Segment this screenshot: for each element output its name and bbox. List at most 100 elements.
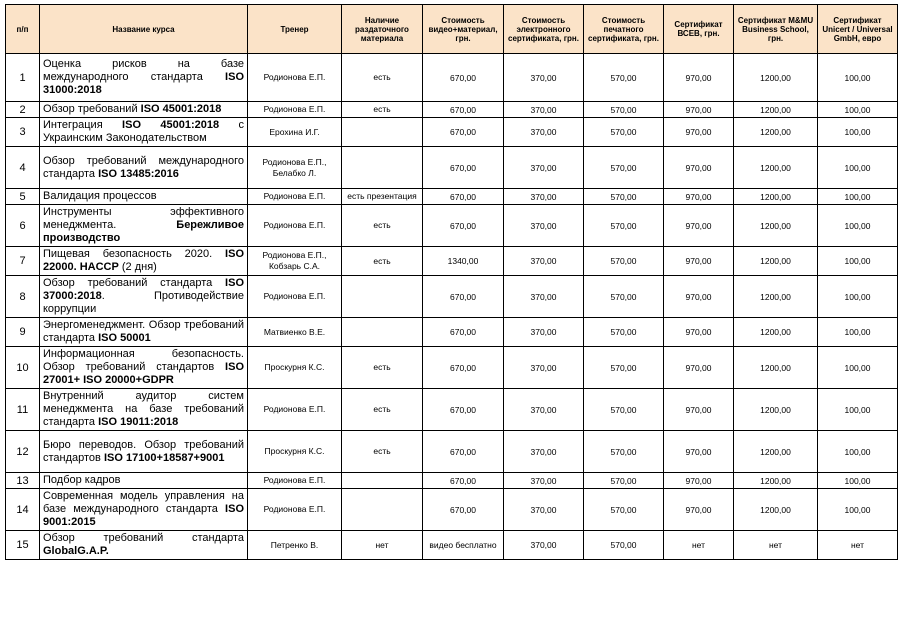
- trainer: Проскурня К.С.: [247, 346, 342, 389]
- video-price: видео бесплатно: [422, 530, 504, 560]
- header-mmu-cert: Сертификат M&MU Business School, грн.: [733, 4, 818, 54]
- unicert-cert-price: 100,00: [817, 204, 898, 247]
- course-name: Интеграция ISO 45001:2018 с Украинским З…: [39, 117, 248, 147]
- handout-material: [341, 488, 423, 531]
- pcert-price: 570,00: [583, 317, 664, 347]
- header-trainer: Тренер: [247, 4, 342, 54]
- unicert-cert-price: 100,00: [817, 53, 898, 102]
- table-row: 8 Обзор требований стандарта ISO 37000:20…: [5, 275, 898, 318]
- ecert-price: 370,00: [503, 430, 584, 473]
- course-name-part: . Противодействие коррупции: [43, 290, 244, 315]
- course-name-bold-part: ISO 45001:2018: [122, 119, 220, 131]
- course-name: Внутренний аудитор систем менеджмента на…: [39, 388, 248, 431]
- header-video-price: Стоимость видео+материал, грн.: [422, 4, 504, 54]
- pcert-price: 570,00: [583, 101, 664, 118]
- course-name-part: (2 дня): [118, 261, 157, 273]
- table-row: 5 Валидация процессов Родионова Е.П. есть п…: [5, 188, 898, 205]
- course-name: Пищевая безопасность 2020. ISO 22000. HA…: [39, 246, 248, 276]
- course-name: Валидация процессов: [39, 188, 248, 205]
- video-price: 670,00: [422, 204, 504, 247]
- video-price: 670,00: [422, 188, 504, 205]
- bceb-cert-price: 970,00: [663, 246, 734, 276]
- pcert-price: 570,00: [583, 117, 664, 147]
- course-name-part: Обзор требований международного стандарт…: [43, 154, 244, 180]
- course-name: Обзор требований международного стандарт…: [39, 146, 248, 189]
- handout-material: есть: [341, 53, 423, 102]
- video-price: 670,00: [422, 488, 504, 531]
- course-name-bold-part: ISO 31000:2018: [43, 71, 244, 96]
- trainer: Ерохина И.Г.: [247, 117, 342, 147]
- ecert-price: 370,00: [503, 204, 584, 247]
- bceb-cert-price: 970,00: [663, 488, 734, 531]
- handout-material: есть презентация: [341, 188, 423, 205]
- pcert-price: 570,00: [583, 530, 664, 560]
- table-row: 14 Современная модель управления на базе …: [5, 488, 898, 531]
- video-price: 1340,00: [422, 246, 504, 276]
- course-name: Инструменты эффективного менеджмента. Бе…: [39, 204, 248, 247]
- pcert-price: 570,00: [583, 346, 664, 389]
- ecert-price: 370,00: [503, 530, 584, 560]
- course-name-part: Внутренний аудитор систем менеджмента на…: [43, 390, 244, 428]
- course-name: Бюро переводов. Обзор требований стандар…: [39, 430, 248, 473]
- pcert-price: 570,00: [583, 246, 664, 276]
- video-price: 670,00: [422, 388, 504, 431]
- pcert-price: 570,00: [583, 146, 664, 189]
- course-name: Обзор требований стандарта GlobalG.A.P.: [39, 530, 248, 560]
- bceb-cert-price: 970,00: [663, 430, 734, 473]
- bceb-cert-price: 970,00: [663, 188, 734, 205]
- row-num: 4: [5, 146, 40, 189]
- handout-material: есть: [341, 430, 423, 473]
- course-name-bold-part: Бережливое производство: [43, 219, 244, 244]
- table-row: 4 Обзор требований международного стандар…: [5, 146, 898, 189]
- bceb-cert-price: 970,00: [663, 346, 734, 389]
- course-name-bold-part: ISO 17100+18587+9001: [103, 451, 225, 464]
- course-name-bold-part: ISO 19011:2018: [98, 416, 179, 428]
- pcert-price: 570,00: [583, 488, 664, 531]
- row-num: 12: [5, 430, 40, 473]
- table-row: 3 Интеграция ISO 45001:2018 с Украинским …: [5, 117, 898, 147]
- handout-material: [341, 317, 423, 347]
- video-price: 670,00: [422, 275, 504, 318]
- mmu-cert-price: 1200,00: [733, 346, 818, 389]
- ecert-price: 370,00: [503, 388, 584, 431]
- header-bceb-cert: Сертификат ВСЕВ, грн.: [663, 4, 734, 54]
- ecert-price: 370,00: [503, 246, 584, 276]
- bceb-cert-price: 970,00: [663, 53, 734, 102]
- bceb-cert-price: 970,00: [663, 275, 734, 318]
- course-name-part: Энергоменеджмент. Обзор требований станд…: [43, 319, 244, 344]
- ecert-price: 370,00: [503, 101, 584, 118]
- unicert-cert-price: 100,00: [817, 101, 898, 118]
- handout-material: есть: [341, 346, 423, 389]
- course-name-part: Интеграция: [43, 119, 123, 131]
- row-num: 8: [5, 275, 40, 318]
- course-name-bold-part: ISO 27001+ ISO 20000+GDPR: [43, 361, 244, 386]
- course-name-part: Обзор требований: [43, 103, 141, 115]
- unicert-cert-price: 100,00: [817, 472, 898, 489]
- handout-material: [341, 472, 423, 489]
- mmu-cert-price: 1200,00: [733, 117, 818, 147]
- pcert-price: 570,00: [583, 430, 664, 473]
- trainer: Родионова Е.П.: [247, 275, 342, 318]
- table-row: 10 Информационная безопасность. Обзор тре…: [5, 346, 898, 389]
- unicert-cert-price: нет: [817, 530, 898, 560]
- trainer: Родионова Е.П.: [247, 472, 342, 489]
- course-name: Информационная безопасность. Обзор требо…: [39, 346, 248, 389]
- course-price-table: п/п Название курса Тренер Наличие раздат…: [5, 4, 898, 560]
- row-num: 6: [5, 204, 40, 247]
- handout-material: есть: [341, 101, 423, 118]
- course-name-bold-part: ISO 13485:2016: [98, 167, 179, 180]
- course-name-part: с Украинским Законодательством: [43, 119, 244, 144]
- trainer: Родионова Е.П.: [247, 53, 342, 102]
- video-price: 670,00: [422, 117, 504, 147]
- trainer: Родионова Е.П.: [247, 488, 342, 531]
- handout-material: есть: [341, 388, 423, 431]
- trainer: Родионова Е.П.: [247, 188, 342, 205]
- unicert-cert-price: 100,00: [817, 117, 898, 147]
- header-pcert-price: Стоимость печатного сертификата, грн.: [583, 4, 664, 54]
- course-name-part: Подбор кадров: [43, 474, 121, 486]
- video-price: 670,00: [422, 101, 504, 118]
- mmu-cert-price: 1200,00: [733, 246, 818, 276]
- course-name-bold-part: ISO 50001: [98, 332, 151, 344]
- mmu-cert-price: 1200,00: [733, 53, 818, 102]
- bceb-cert-price: 970,00: [663, 117, 734, 147]
